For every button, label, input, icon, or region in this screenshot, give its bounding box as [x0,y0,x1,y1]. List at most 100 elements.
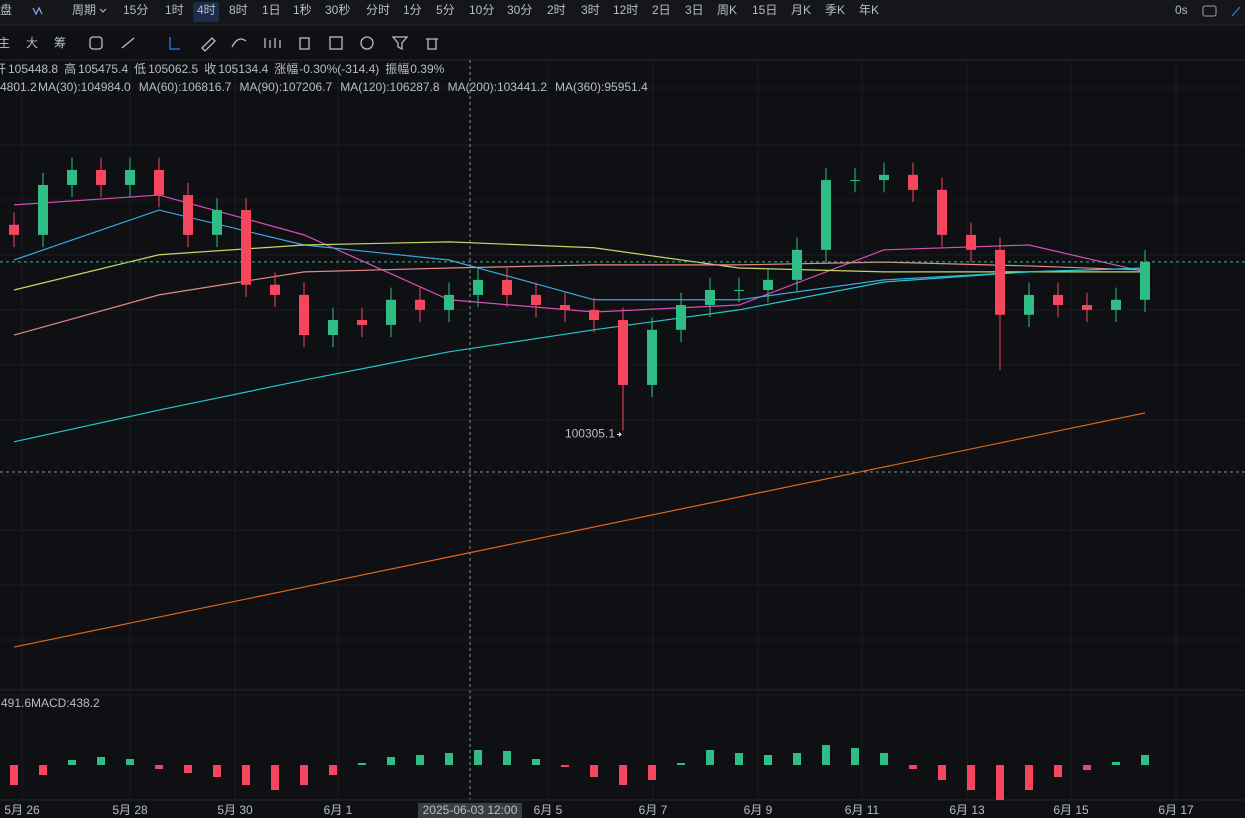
x-axis-label: 6月 5 [534,803,563,817]
camera-icon[interactable] [1202,5,1217,17]
info-label: 开 [0,62,6,76]
macd-bar [619,765,627,785]
interval-tab[interactable]: 15分 [123,3,148,17]
tool-icon[interactable] [360,36,374,50]
candle-body [299,294,309,336]
indicator-tab[interactable]: 筹 [54,36,66,50]
macd-bar [967,765,975,790]
candle-body [212,210,222,235]
ma-legend: MA(120):106287.8 [340,80,440,94]
indicator-tab[interactable]: 主 [0,36,10,50]
interval-tab[interactable]: 3日 [685,3,704,17]
ma-legend: MA(200):103441.2 [448,80,548,94]
chart-type-icon[interactable] [32,6,43,16]
candle-body [1140,261,1150,300]
macd-bar [1025,765,1033,790]
crosshair-time-bg [418,803,522,818]
tool-icon[interactable] [89,36,103,50]
candle-body [473,279,483,295]
interval-tab[interactable]: 1时 [165,3,184,17]
ma-line [13,412,1146,648]
macd-bar [1054,765,1062,777]
dropdown-arrow[interactable] [99,8,107,13]
interval-tab[interactable]: 1日 [262,3,281,17]
candle-body [154,169,164,196]
candle-body [1111,299,1121,310]
interval-tab[interactable]: 周K [717,3,737,17]
candle-body [183,195,193,235]
x-axis-label: 6月 7 [639,803,668,817]
info-value: 105062.5 [148,62,198,76]
macd-bar [300,765,308,785]
tool-icons [32,5,1241,52]
interval-tab[interactable]: 30秒 [325,3,350,17]
info-label: 高 [64,61,76,76]
interval-tab[interactable]: 年K [859,3,879,17]
interval-tab[interactable]: 2日 [652,3,671,17]
macd-bar [677,763,685,765]
macd-bar [184,765,192,773]
macd-bar [561,765,569,767]
macd-bar [909,765,917,769]
candle-body [125,169,135,185]
info-value: 0.39% [410,62,444,76]
info-label: 低 [134,62,146,76]
candle-body [966,234,976,250]
info-label: 振幅 [385,61,409,76]
interval-tab[interactable]: 分时 [366,3,390,17]
interval-tab[interactable]: 2时 [547,3,566,17]
interval-tab[interactable]: 30分 [507,3,532,17]
interval-tab[interactable]: 15日 [752,3,777,17]
candle-body [879,174,889,181]
macd-bar [445,753,453,765]
candle-body [444,294,454,310]
candle-body [270,284,280,295]
macd-bar [242,765,250,785]
candle-body [995,249,1005,315]
tool-icon[interactable] [391,36,409,51]
interval-tab[interactable]: 季K [825,3,845,17]
active-tab-bg [193,2,219,22]
x-axis-label: 6月 15 [1053,803,1089,817]
tool-icon[interactable] [299,37,310,50]
candle-body [415,299,425,310]
interval-tab[interactable]: 1秒 [293,3,312,17]
candle-body [821,180,831,250]
toolbar-cut-label: 盘 [0,2,12,17]
interval-tab[interactable]: 4时 [197,3,216,17]
interval-tab[interactable]: 1分 [403,3,422,17]
macd-bar [10,765,18,785]
tool-icon[interactable] [231,38,247,48]
interval-tab[interactable]: 3时 [581,3,600,17]
tool-icon[interactable] [264,38,281,48]
macd-bar [155,765,163,769]
candle-body [618,320,628,385]
candle-body [850,180,860,182]
ma-legend: MA(360):95951.4 [555,80,648,94]
timer: 0s [1175,3,1188,17]
interval-tab[interactable]: 12时 [613,3,638,17]
interval-tab[interactable]: 10分 [469,3,494,17]
tool-icon[interactable] [121,37,135,49]
macd-bar [97,757,105,765]
interval-tab[interactable]: 5分 [436,3,455,17]
tool-icon[interactable] [169,37,180,50]
macd-bar [880,753,888,765]
ma-legend: MA(90):107206.7 [239,80,332,94]
period-label[interactable]: 周期 [72,3,96,17]
candle-body [9,224,19,235]
interval-tab[interactable]: 月K [791,3,811,17]
tool-icon[interactable] [201,37,216,52]
x-axis-label: 6月 17 [1158,803,1194,817]
indicator-tab[interactable]: 大 [26,36,38,50]
interval-tab[interactable]: 8时 [229,3,248,17]
info-value: 105448.8 [8,62,58,76]
tool-icon[interactable] [426,38,438,50]
macd-bar [532,759,540,765]
macd-bar [474,750,482,765]
edit-icon[interactable] [1231,6,1241,17]
tool-icon[interactable] [329,36,343,50]
macd-bar [503,751,511,765]
candle-body [357,320,367,325]
